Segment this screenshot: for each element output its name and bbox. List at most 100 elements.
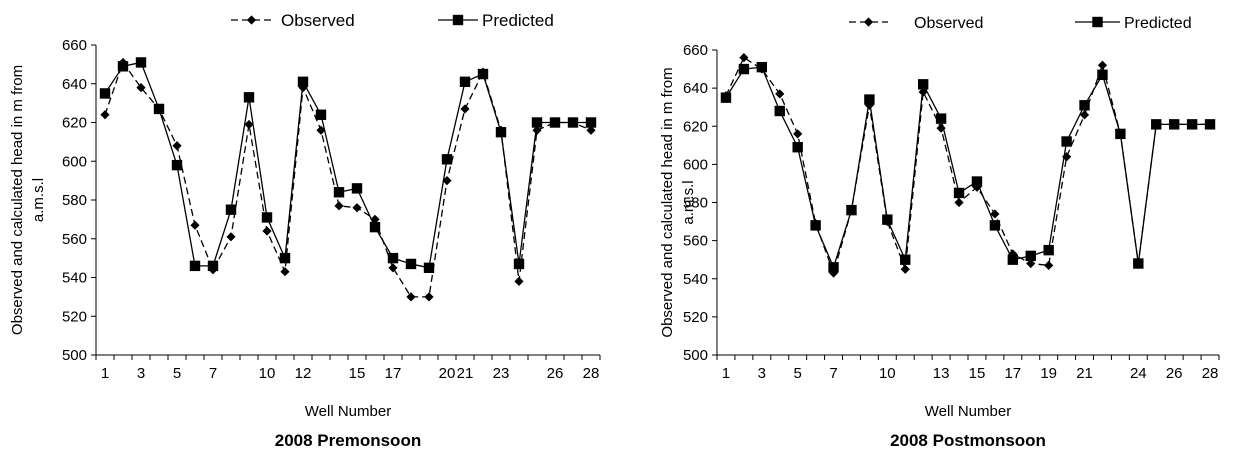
data-point-predicted [171, 159, 183, 171]
data-point-predicted [1204, 119, 1216, 130]
data-point-predicted [1061, 136, 1072, 147]
data-point-predicted [441, 154, 453, 165]
y-axis-title: Observed and calculated head in m from [9, 65, 26, 335]
x-tick-label: 7 [829, 365, 837, 382]
data-point-predicted [971, 176, 983, 187]
data-point-predicted [935, 113, 947, 124]
data-point-predicted [459, 76, 471, 88]
data-point-predicted [1168, 119, 1180, 130]
x-tick-label: 15 [969, 365, 986, 382]
data-point-observed [990, 209, 1000, 219]
data-point-observed [424, 292, 434, 302]
series-line-observed [104, 61, 592, 298]
legend-label-observed: Observed [281, 11, 355, 30]
data-point-observed [793, 129, 803, 139]
data-point-observed [775, 89, 785, 99]
data-point-predicted [207, 260, 219, 272]
legend-label-predicted: Predicted [482, 11, 554, 30]
data-point-predicted [1097, 69, 1108, 80]
data-point-predicted [225, 204, 237, 215]
x-tick-label: 23 [493, 365, 510, 382]
data-point-predicted [261, 212, 273, 223]
data-point-observed [334, 201, 344, 211]
data-point-predicted [153, 103, 165, 115]
data-point-predicted [864, 94, 875, 105]
data-point-observed [1079, 110, 1090, 120]
data-point-predicted [279, 252, 291, 264]
series-observed [100, 57, 596, 302]
data-point-observed [100, 110, 110, 120]
data-point-observed [442, 176, 452, 186]
data-point-predicted [756, 61, 768, 73]
y-axis-title: a.m.s.l [30, 178, 47, 222]
data-point-predicted [720, 92, 732, 103]
y-tick-label: 500 [62, 347, 87, 364]
data-point-predicted [135, 57, 147, 68]
x-tick-label: 10 [879, 365, 896, 382]
data-point-observed [1062, 152, 1072, 162]
series-line-predicted [725, 66, 1211, 270]
data-point-observed [864, 100, 874, 110]
data-point-predicted [989, 220, 1001, 231]
data-point-observed [1097, 60, 1108, 70]
data-point-observed [514, 276, 524, 286]
data-point-predicted [810, 220, 821, 231]
data-point-observed [136, 83, 146, 93]
y-tick-label: 560 [62, 231, 87, 248]
y-tick-label: 500 [683, 347, 708, 364]
data-point-observed [532, 125, 542, 135]
data-point-observed [280, 267, 290, 277]
y-tick-label: 640 [683, 80, 708, 97]
data-point-observed [586, 125, 596, 135]
x-tick-label: 21 [457, 365, 474, 382]
data-point-predicted [351, 183, 363, 194]
data-point-observed [1044, 260, 1054, 271]
chart-title: 2008 Postmonsoon [890, 431, 1046, 450]
x-tick-label: 26 [1166, 365, 1183, 382]
y-tick-label: 620 [683, 118, 708, 135]
data-point-predicted [1133, 258, 1144, 269]
data-point-predicted [1025, 250, 1036, 262]
data-point-observed [406, 292, 416, 302]
data-point-predicted [900, 254, 911, 265]
y-tick-label: 620 [62, 115, 87, 132]
data-point-predicted [846, 204, 857, 216]
data-point-predicted [774, 105, 785, 117]
y-tick-label: 520 [62, 308, 87, 325]
data-point-predicted [531, 117, 543, 128]
y-tick-label: 580 [683, 195, 708, 212]
data-point-observed [262, 226, 272, 236]
x-tick-label: 17 [385, 365, 402, 382]
y-tick-label: 560 [683, 233, 708, 250]
x-tick-label: 3 [137, 365, 145, 382]
chart-1: 500 520 540 560 580 600 620 640 660 1 3 5 7 10 12 15 17 2… [9, 11, 601, 450]
data-point-observed [388, 263, 398, 273]
x-tick-label: 21 [1076, 365, 1093, 382]
data-point-predicted [1186, 119, 1198, 130]
x-axis-title: Well Number [925, 403, 1011, 420]
legend-label-observed: Observed [914, 15, 983, 32]
data-point-observed [936, 123, 946, 133]
data-point-observed [918, 87, 928, 97]
data-point-observed [172, 141, 182, 151]
data-point-predicted [1115, 128, 1126, 140]
data-point-predicted [423, 262, 435, 274]
data-point-predicted [405, 258, 417, 270]
data-point-predicted [315, 109, 327, 120]
data-point-predicted [953, 187, 965, 199]
x-tick-label: 28 [583, 365, 600, 382]
y-axis-title: Observed and calculated head in m from [659, 67, 676, 337]
x-tick-label: 28 [1202, 365, 1219, 382]
data-point-predicted [1151, 119, 1162, 130]
data-point-predicted [117, 61, 129, 72]
y-tick-label: 540 [683, 271, 708, 288]
data-point-predicted [917, 79, 929, 90]
x-tick-label: 17 [1004, 365, 1021, 382]
x-tick-label: 13 [933, 365, 950, 382]
data-point-predicted [882, 214, 893, 225]
x-tick-label: 3 [758, 365, 766, 382]
x-tick-label: 26 [547, 365, 564, 382]
data-point-observed [226, 232, 236, 242]
data-point-observed [244, 119, 254, 130]
